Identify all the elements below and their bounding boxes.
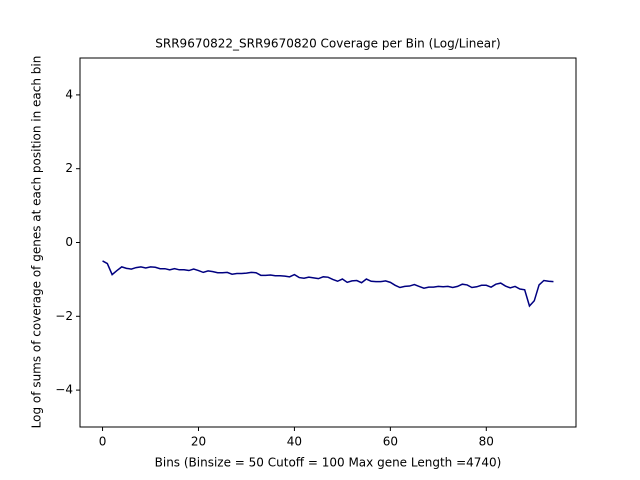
x-tick-label: 60 (383, 435, 398, 449)
x-axis-label: Bins (Binsize = 50 Cutoff = 100 Max gene… (155, 456, 502, 470)
x-tick-label: 80 (479, 435, 494, 449)
x-tick-label: 0 (99, 435, 107, 449)
y-tick-label: −2 (55, 309, 73, 323)
chart-title: SRR9670822_SRR9670820 Coverage per Bin (… (155, 37, 500, 51)
x-tick-label: 40 (287, 435, 302, 449)
plot-frame (79, 57, 577, 428)
y-tick-label: 4 (65, 87, 73, 101)
data-line (102, 260, 554, 308)
y-tick-label: 2 (65, 161, 73, 175)
x-tick-label: 20 (191, 435, 206, 449)
y-tick-label: −4 (55, 383, 73, 397)
y-tick-label: 0 (65, 235, 73, 249)
y-axis-label: Log of sums of coverage of genes at each… (30, 56, 44, 429)
